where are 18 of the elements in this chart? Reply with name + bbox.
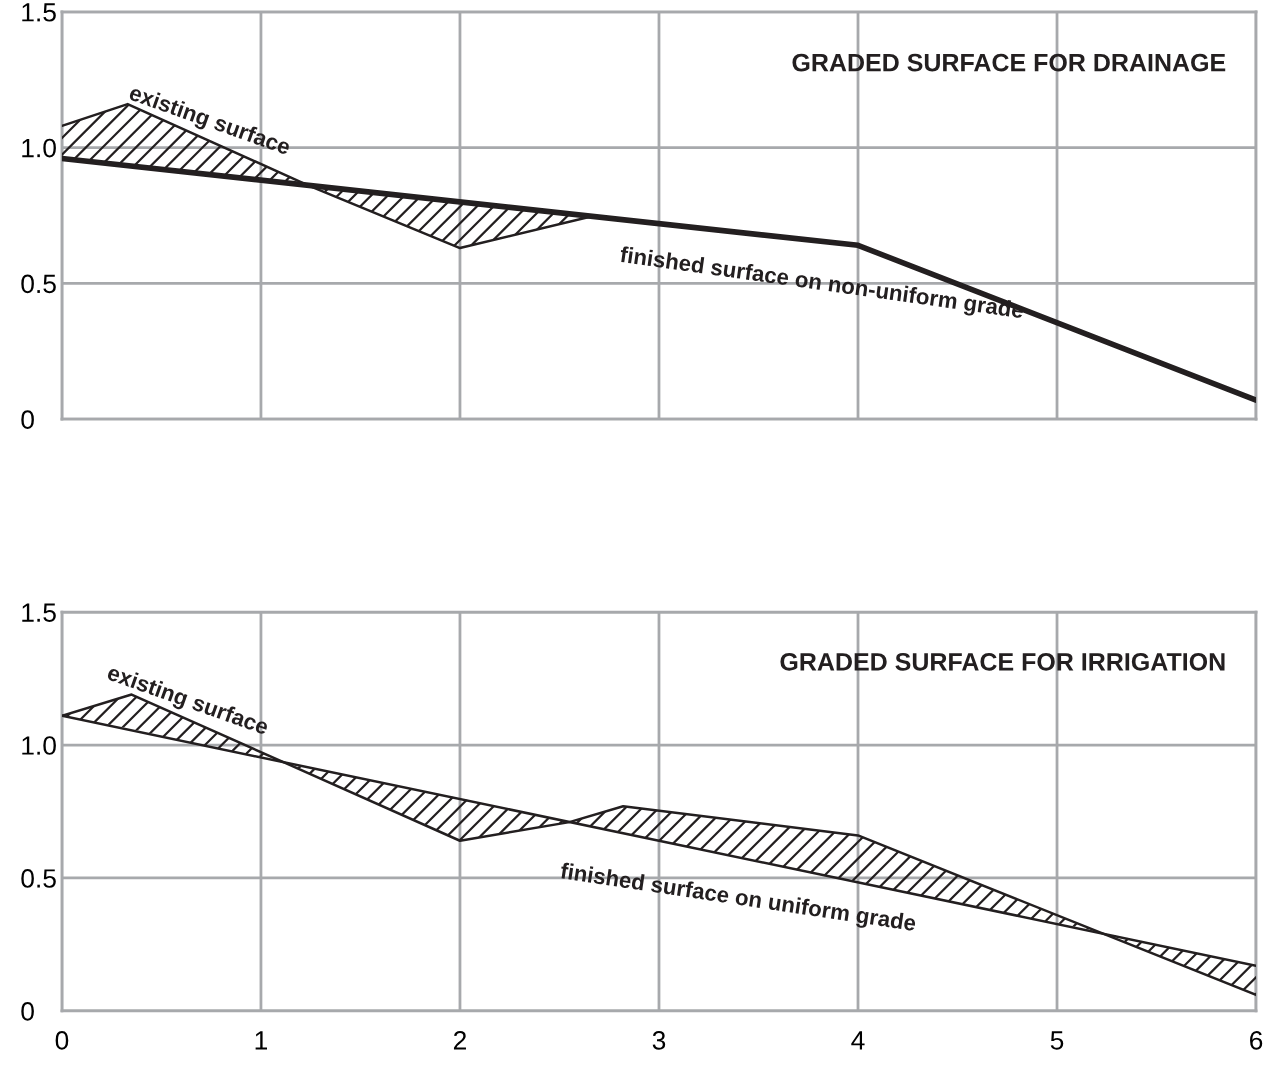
- y-tick-label: 0.5: [21, 274, 56, 294]
- x-tick-label: 4: [851, 1031, 865, 1050]
- x-tick-label: 6: [1250, 1031, 1263, 1050]
- x-tick-label: 5: [1050, 1031, 1064, 1050]
- y-tick-label: 1.5: [22, 3, 56, 22]
- x-tick-label: 3: [652, 1031, 666, 1050]
- y-tick-label: 0: [21, 1002, 34, 1021]
- x-tick-label: 2: [453, 1031, 466, 1050]
- y-tick-label: 0.5: [21, 869, 56, 888]
- y-tick-label: 1.5: [22, 603, 56, 622]
- y-tick-label: 1.0: [22, 736, 56, 755]
- text: GRADED SURFACE FOR DRAINAGE: [792, 53, 1226, 72]
- text: finished surface on uniform grade: [559, 862, 917, 936]
- y-tick-label: 1.0: [22, 138, 56, 158]
- y-tick-label: 0: [21, 410, 34, 429]
- x-tick-label: 1: [255, 1031, 267, 1050]
- text: GRADED SURFACE FOR IRRIGATION: [780, 652, 1225, 671]
- x-tick-label: 0: [55, 1031, 69, 1050]
